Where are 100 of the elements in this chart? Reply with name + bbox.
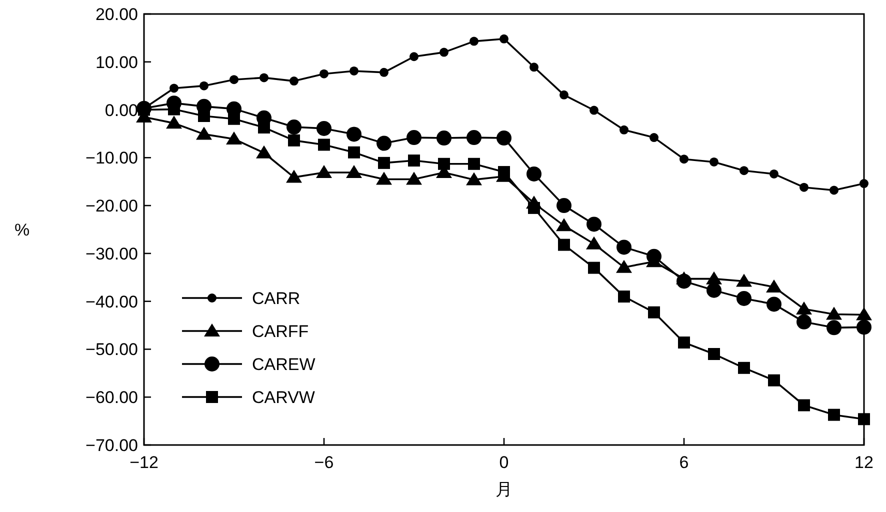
point [798, 399, 810, 412]
point [378, 156, 390, 169]
point [680, 154, 688, 164]
point [800, 182, 808, 192]
point [198, 110, 210, 122]
point [498, 166, 510, 178]
point [590, 106, 598, 115]
y-tick-label: 0.00 [104, 100, 138, 120]
point [500, 34, 508, 44]
point [260, 73, 268, 82]
point [196, 126, 212, 140]
point [530, 62, 538, 72]
point [200, 81, 208, 90]
point [650, 133, 658, 142]
point [588, 262, 600, 274]
point [466, 172, 482, 186]
point [826, 320, 842, 336]
y-tick-label: −10.00 [86, 148, 138, 168]
point [318, 138, 330, 151]
point [736, 290, 752, 306]
point [710, 157, 718, 166]
point [440, 48, 448, 57]
point [826, 306, 842, 320]
point [830, 186, 838, 195]
point [768, 374, 780, 386]
point [770, 169, 778, 178]
point [736, 274, 752, 287]
point [230, 75, 238, 84]
point [228, 112, 240, 125]
point [348, 146, 360, 158]
point [766, 296, 782, 312]
x-axis-title: 月 [496, 480, 512, 499]
point [616, 240, 632, 255]
point [376, 172, 392, 185]
point [586, 216, 602, 232]
point [320, 69, 328, 78]
point [438, 158, 450, 170]
point [258, 121, 270, 134]
point [678, 336, 690, 349]
y-tick-label: 10.00 [95, 52, 138, 72]
point [586, 236, 602, 250]
point [558, 238, 570, 251]
point [256, 145, 272, 158]
point [346, 165, 362, 178]
x-tick-label: 12 [854, 453, 874, 472]
point [618, 290, 630, 303]
point [466, 130, 482, 146]
point [290, 76, 298, 86]
point [556, 218, 572, 232]
point [560, 90, 568, 100]
point [470, 36, 478, 46]
point [286, 170, 302, 183]
y-tick-label: −40.00 [86, 292, 138, 312]
point [226, 131, 242, 144]
legend-label: CARR [252, 289, 300, 308]
y-tick-label: −60.00 [86, 388, 138, 408]
legend-label: CAREW [252, 355, 316, 374]
point [350, 66, 358, 76]
point [380, 68, 388, 77]
point [166, 116, 182, 129]
y-tick-label: −70.00 [86, 436, 138, 455]
legend-label: CARFF [252, 322, 309, 341]
y-tick-label: −50.00 [86, 340, 138, 360]
point [468, 158, 480, 170]
point [170, 84, 178, 93]
point [408, 154, 420, 167]
point [496, 130, 512, 146]
point [796, 314, 812, 330]
x-tick-label: −12 [130, 453, 158, 472]
point [138, 104, 150, 116]
point [556, 198, 572, 214]
legend-label: CARVW [252, 388, 315, 407]
point [376, 136, 392, 151]
point [436, 130, 452, 146]
point [796, 301, 812, 314]
point [616, 260, 632, 273]
point [288, 134, 300, 146]
point [286, 120, 302, 135]
point [620, 125, 628, 134]
point [316, 165, 332, 178]
point [706, 282, 722, 298]
x-tick-label: 0 [499, 453, 509, 472]
point [676, 274, 692, 289]
point [738, 362, 750, 374]
point [766, 279, 782, 292]
x-tick-label: −6 [314, 453, 334, 472]
y-tick-label: −30.00 [86, 244, 138, 264]
point [316, 120, 332, 136]
y-axis-title: % [14, 220, 30, 240]
x-tick-label: 6 [679, 453, 689, 472]
point [526, 166, 542, 182]
point [406, 130, 422, 146]
point [740, 166, 748, 176]
point [708, 348, 720, 360]
point [828, 408, 840, 421]
y-tick-label: −20.00 [86, 196, 138, 216]
point [346, 126, 362, 142]
y-tick-label: 20.00 [95, 5, 138, 24]
point [646, 248, 662, 264]
point [406, 172, 422, 185]
